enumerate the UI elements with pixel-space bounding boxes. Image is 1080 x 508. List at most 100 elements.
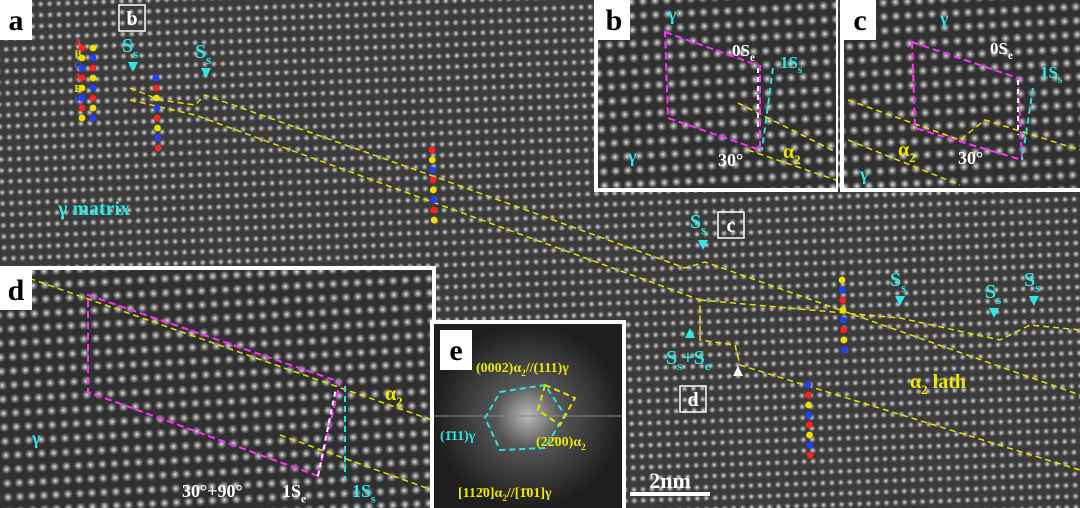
panel-letter: d — [8, 274, 25, 307]
atom-dot — [154, 124, 161, 132]
subscript: 2 — [521, 368, 526, 378]
annotation-part: S — [195, 41, 206, 63]
atom-dot — [839, 306, 847, 314]
interface-line — [279, 434, 433, 491]
panel-d — [0, 266, 436, 508]
subscript: s — [996, 292, 1001, 307]
annotation: 30°+90° — [182, 481, 243, 501]
annotation-part: α — [898, 139, 909, 161]
marker-triangle — [733, 366, 743, 376]
atom-dot — [78, 74, 86, 82]
annotation-part: //[1̄01]γ — [506, 486, 552, 501]
annotation-part: S — [1024, 269, 1035, 291]
atom-dot — [839, 316, 847, 324]
marker-triangle — [989, 308, 999, 318]
annotation-part: S — [985, 281, 996, 303]
atom-dot — [89, 114, 97, 122]
interface-line — [847, 139, 961, 186]
annotation-part: γ — [667, 4, 677, 24]
annotation: Ss+Se — [666, 347, 711, 373]
atom-dot — [154, 134, 162, 142]
atom-dot — [89, 74, 97, 82]
annotation: (22̄00)α2 — [536, 435, 586, 452]
annotation: Ss — [985, 281, 1001, 307]
annotation-part: //(111)γ — [525, 361, 570, 376]
annotation: 1Ss — [1040, 63, 1063, 86]
panel-e — [430, 320, 626, 508]
scale-bar — [630, 492, 710, 496]
scale-bar-label: 2nm — [649, 468, 691, 493]
region-box — [717, 211, 745, 239]
annotation: (1̄11)γ — [440, 429, 476, 444]
annotation: (0002)α2//(111)γ — [476, 361, 569, 378]
atom-dot — [429, 186, 437, 194]
annotation-part: 30° — [718, 150, 743, 170]
panel-letter: a — [9, 4, 24, 37]
atom-dot — [78, 114, 86, 122]
annotation-part: α — [385, 383, 396, 405]
subscript: 2 — [396, 394, 403, 409]
atom-dot — [839, 296, 846, 304]
subscript: e — [750, 52, 755, 64]
stacking-letter: C — [74, 95, 82, 107]
panel-d-image — [0, 270, 432, 508]
annotation-part: (22̄00)α — [536, 435, 581, 450]
interface-line — [747, 149, 837, 181]
atom-dot — [838, 286, 846, 294]
atom-dot — [78, 104, 86, 112]
atom-dot — [89, 64, 97, 72]
panel-c — [840, 0, 1080, 192]
atom-dot — [89, 44, 97, 52]
annotation: 0Se — [732, 41, 755, 64]
annotation: 1Ss — [352, 481, 376, 505]
annotation: γ — [627, 146, 637, 166]
annotation: 1Ss — [780, 53, 803, 76]
atom-dot — [805, 411, 813, 419]
burgers-circuit — [910, 40, 1024, 162]
burgers-vector — [761, 67, 774, 151]
interface-line — [129, 99, 1080, 471]
region-box-label: c — [727, 215, 736, 237]
panel-letter-box — [598, 0, 630, 40]
burgers-vector — [317, 387, 337, 477]
annotation: 1Se — [282, 481, 306, 505]
panel-letter-box — [0, 0, 32, 40]
atom-dot — [840, 346, 848, 354]
marker-triangle — [201, 68, 211, 78]
annotation-part: (0002)α — [476, 361, 521, 376]
atom-dot — [430, 206, 438, 214]
annotation: Ss — [1024, 269, 1040, 295]
subscript: 2 — [794, 152, 801, 167]
atom-dot — [430, 216, 438, 224]
panel-letter-box — [0, 270, 32, 310]
stacking-letter: A — [74, 37, 82, 49]
annotation-part: γ — [31, 428, 41, 448]
annotation: Ss — [122, 35, 138, 61]
interface-line — [847, 99, 1080, 151]
subscript: s — [1058, 74, 1063, 86]
annotation-part: (1̄11)γ — [440, 429, 476, 444]
atom-dot — [430, 196, 437, 204]
atom-dot — [805, 421, 813, 429]
atom-dot — [804, 391, 812, 399]
region-box — [118, 4, 146, 32]
annotation: γ — [31, 428, 41, 448]
subscript: 2 — [502, 493, 507, 503]
atom-dot — [78, 54, 86, 62]
interface-line — [129, 87, 1080, 396]
annotation-part: γ — [859, 164, 869, 184]
atom-dot — [78, 44, 86, 52]
annotation: 0Se — [990, 39, 1013, 62]
annotation-part: [112̄0]α — [458, 486, 503, 501]
annotation: α2 — [385, 383, 403, 409]
atom-dot — [153, 114, 161, 122]
annotation: 30° — [958, 148, 983, 168]
atom-dot — [429, 176, 437, 184]
marker-triangle — [698, 240, 708, 250]
atom-dot — [429, 166, 436, 174]
annotation-part: 30°+90° — [182, 481, 243, 501]
marker-triangle — [1029, 296, 1039, 306]
annotation-part: S — [666, 347, 677, 369]
fft-rhombus — [536, 383, 577, 427]
marker-triangle — [895, 296, 905, 306]
